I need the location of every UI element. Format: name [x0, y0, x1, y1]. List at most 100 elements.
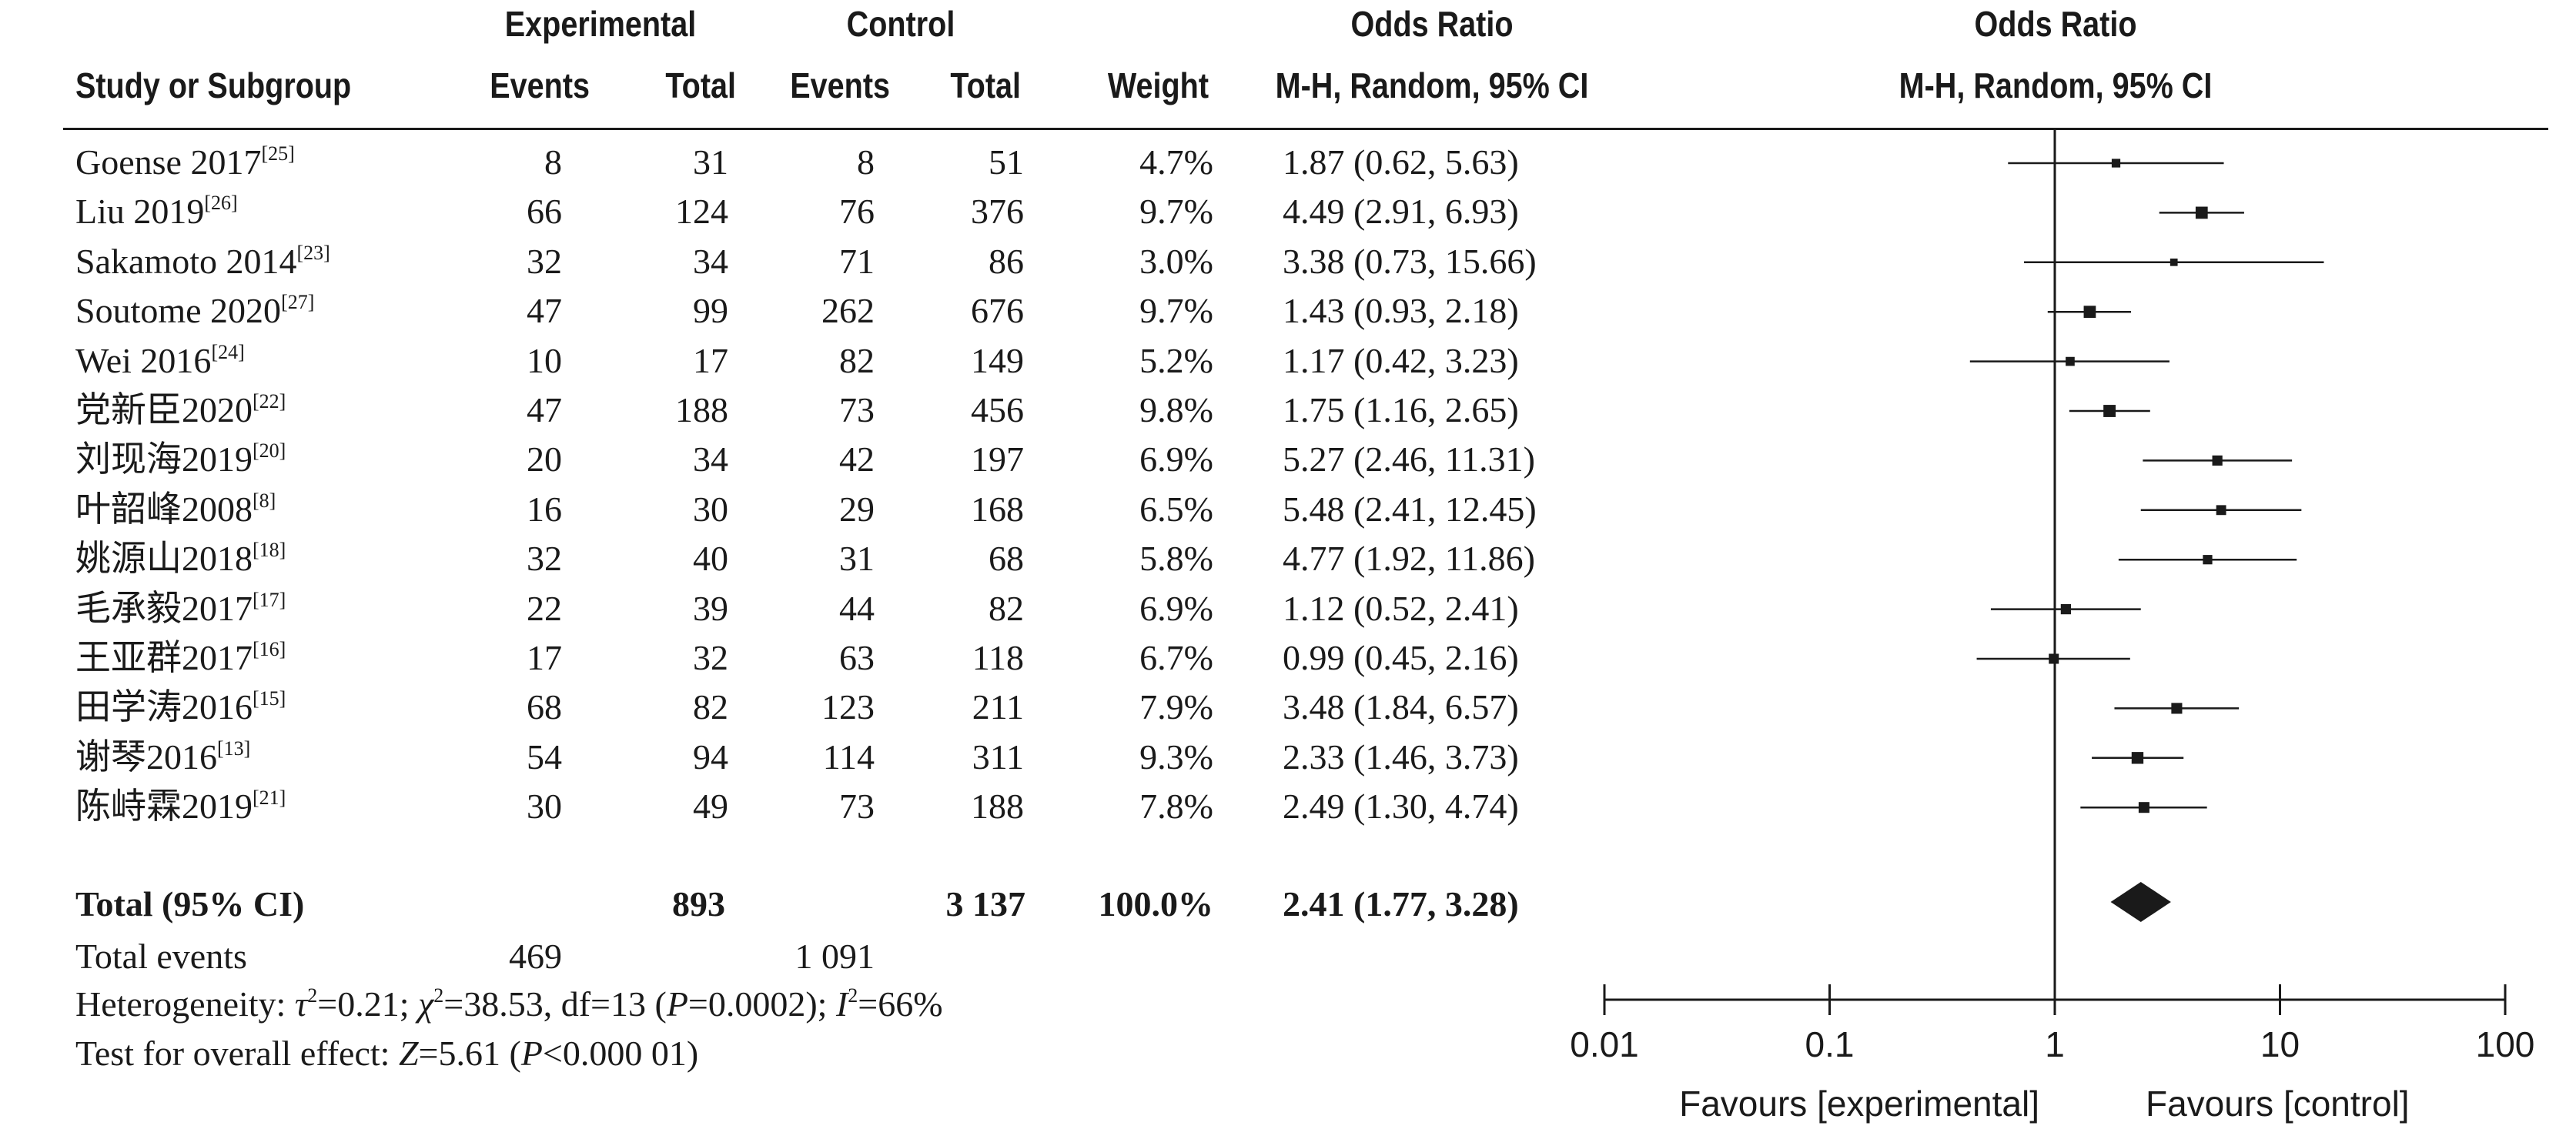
study-reference: [26] [204, 192, 238, 215]
study-name: Wei 2016[24] [75, 342, 245, 379]
total-events-exp: 469 [509, 937, 562, 976]
chi-value: =38.53, df=13 ( [443, 984, 667, 1024]
ctrl-events: 71 [839, 241, 875, 281]
i-symbol: I [835, 984, 848, 1024]
study-name: Soutome 2020[27] [75, 291, 315, 331]
heterogeneity-prefix: Heterogeneity: [75, 984, 295, 1024]
ctrl-events: 123 [821, 687, 875, 727]
study-name: 陈峙霖2019[21] [75, 787, 286, 827]
study-label: 田学涛2016 [75, 687, 253, 727]
study-label: 陈峙霖2019 [75, 787, 253, 827]
study-reference: [27] [281, 291, 315, 314]
chi-squared: 2 [433, 984, 444, 1007]
total-ci: 2.41 (1.77, 3.28) [1283, 884, 1519, 924]
study-reference: [8] [253, 489, 276, 512]
study-label: 叶韶峰2008 [75, 489, 253, 529]
exp-events: 10 [527, 340, 562, 380]
exp-events: 8 [544, 142, 562, 182]
total-events-label: Total events [75, 937, 247, 976]
ctrl-total: 168 [971, 489, 1024, 529]
total-events-ctrl: 1 091 [795, 937, 875, 976]
favours-control-label: Favours [control] [2146, 1084, 2410, 1124]
study-name: 田学涛2016[15] [75, 687, 286, 727]
ctrl-total: 376 [971, 192, 1024, 232]
exp-total: 31 [693, 142, 728, 182]
header-control: Control [846, 4, 955, 44]
study-reference: [20] [253, 439, 286, 463]
favours-experimental-label: Favours [experimental] [1679, 1084, 2039, 1124]
ctrl-events: 42 [839, 439, 875, 479]
ci-text: 3.48 (1.84, 6.57) [1283, 687, 1519, 727]
point-estimate-box [2066, 356, 2075, 366]
point-estimate-box [2212, 455, 2223, 466]
ctrl-events: 262 [821, 291, 875, 331]
exp-events: 22 [527, 588, 562, 628]
study-name: 党新臣2020[22] [75, 392, 286, 428]
overall-prefix: Test for overall effect: [75, 1034, 399, 1073]
point-estimate-box [2083, 306, 2096, 319]
study-label: Soutome 2020 [75, 291, 282, 331]
x-tick-label: 100 [2476, 1024, 2535, 1064]
study-reference: [25] [261, 142, 295, 165]
exp-events: 20 [527, 439, 562, 479]
ctrl-total: 68 [989, 539, 1024, 579]
pooled-diamond [2110, 882, 2171, 922]
study-name: 毛承毅2017[17] [75, 590, 286, 626]
exp-total: 49 [693, 787, 728, 827]
i-value: =66% [858, 984, 943, 1024]
overall-p-symbol: P [520, 1034, 543, 1073]
weight: 6.9% [1139, 588, 1213, 628]
exp-total: 82 [693, 687, 728, 727]
z-value: =5.61 ( [418, 1034, 521, 1073]
study-name: Liu 2019[26] [75, 192, 238, 229]
point-estimate-box [2060, 603, 2072, 615]
study-reference: [13] [217, 737, 251, 760]
exp-total: 32 [693, 638, 728, 677]
point-estimate-box [2216, 505, 2226, 516]
ctrl-total: 188 [971, 787, 1024, 827]
exp-total: 34 [693, 439, 728, 479]
ctrl-events: 44 [839, 588, 875, 628]
chi-symbol: χ [418, 984, 434, 1024]
exp-total: 30 [693, 489, 728, 529]
x-tick-label: 10 [2260, 1024, 2300, 1064]
weight: 7.8% [1139, 787, 1213, 827]
header-events-exp: Events [490, 65, 590, 105]
x-tick-label: 0.1 [1805, 1024, 1855, 1064]
ctrl-total: 311 [972, 737, 1024, 777]
ctrl-total: 149 [971, 340, 1024, 380]
point-estimate-box [2049, 653, 2059, 664]
ctrl-events: 31 [839, 539, 875, 579]
i-squared: 2 [848, 984, 858, 1007]
study-reference: [21] [253, 787, 286, 810]
total-exp-total: 893 [672, 884, 725, 924]
exp-total: 188 [675, 390, 728, 429]
p-symbol: P [666, 984, 688, 1024]
study-name: 叶韶峰2008[8] [75, 489, 276, 529]
exp-events: 16 [527, 489, 562, 529]
ci-text: 2.33 (1.46, 3.73) [1283, 737, 1519, 777]
exp-total: 34 [693, 241, 728, 281]
ci-text: 1.75 (1.16, 2.65) [1283, 390, 1519, 429]
point-estimate-box [2203, 555, 2213, 565]
study-reference: [15] [253, 687, 286, 710]
ctrl-total: 118 [972, 638, 1024, 677]
ctrl-events: 82 [839, 340, 875, 380]
exp-total: 94 [693, 737, 728, 777]
ci-text: 1.43 (0.93, 2.18) [1283, 291, 1519, 331]
header-total-ctrl: Total [950, 65, 1021, 105]
total-label: Total (95% CI) [75, 884, 305, 924]
header-study: Study or Subgroup [75, 65, 352, 105]
exp-total: 40 [693, 539, 728, 579]
header-rule [63, 128, 2548, 130]
ctrl-events: 114 [822, 737, 875, 777]
total-weight: 100.0% [1098, 884, 1214, 924]
ci-text: 1.87 (0.62, 5.63) [1283, 142, 1519, 182]
weight: 6.5% [1139, 489, 1213, 529]
study-reference: [16] [253, 638, 286, 660]
ctrl-events: 76 [839, 192, 875, 232]
study-label: 谢琴2016 [75, 737, 217, 777]
exp-events: 30 [527, 787, 562, 827]
